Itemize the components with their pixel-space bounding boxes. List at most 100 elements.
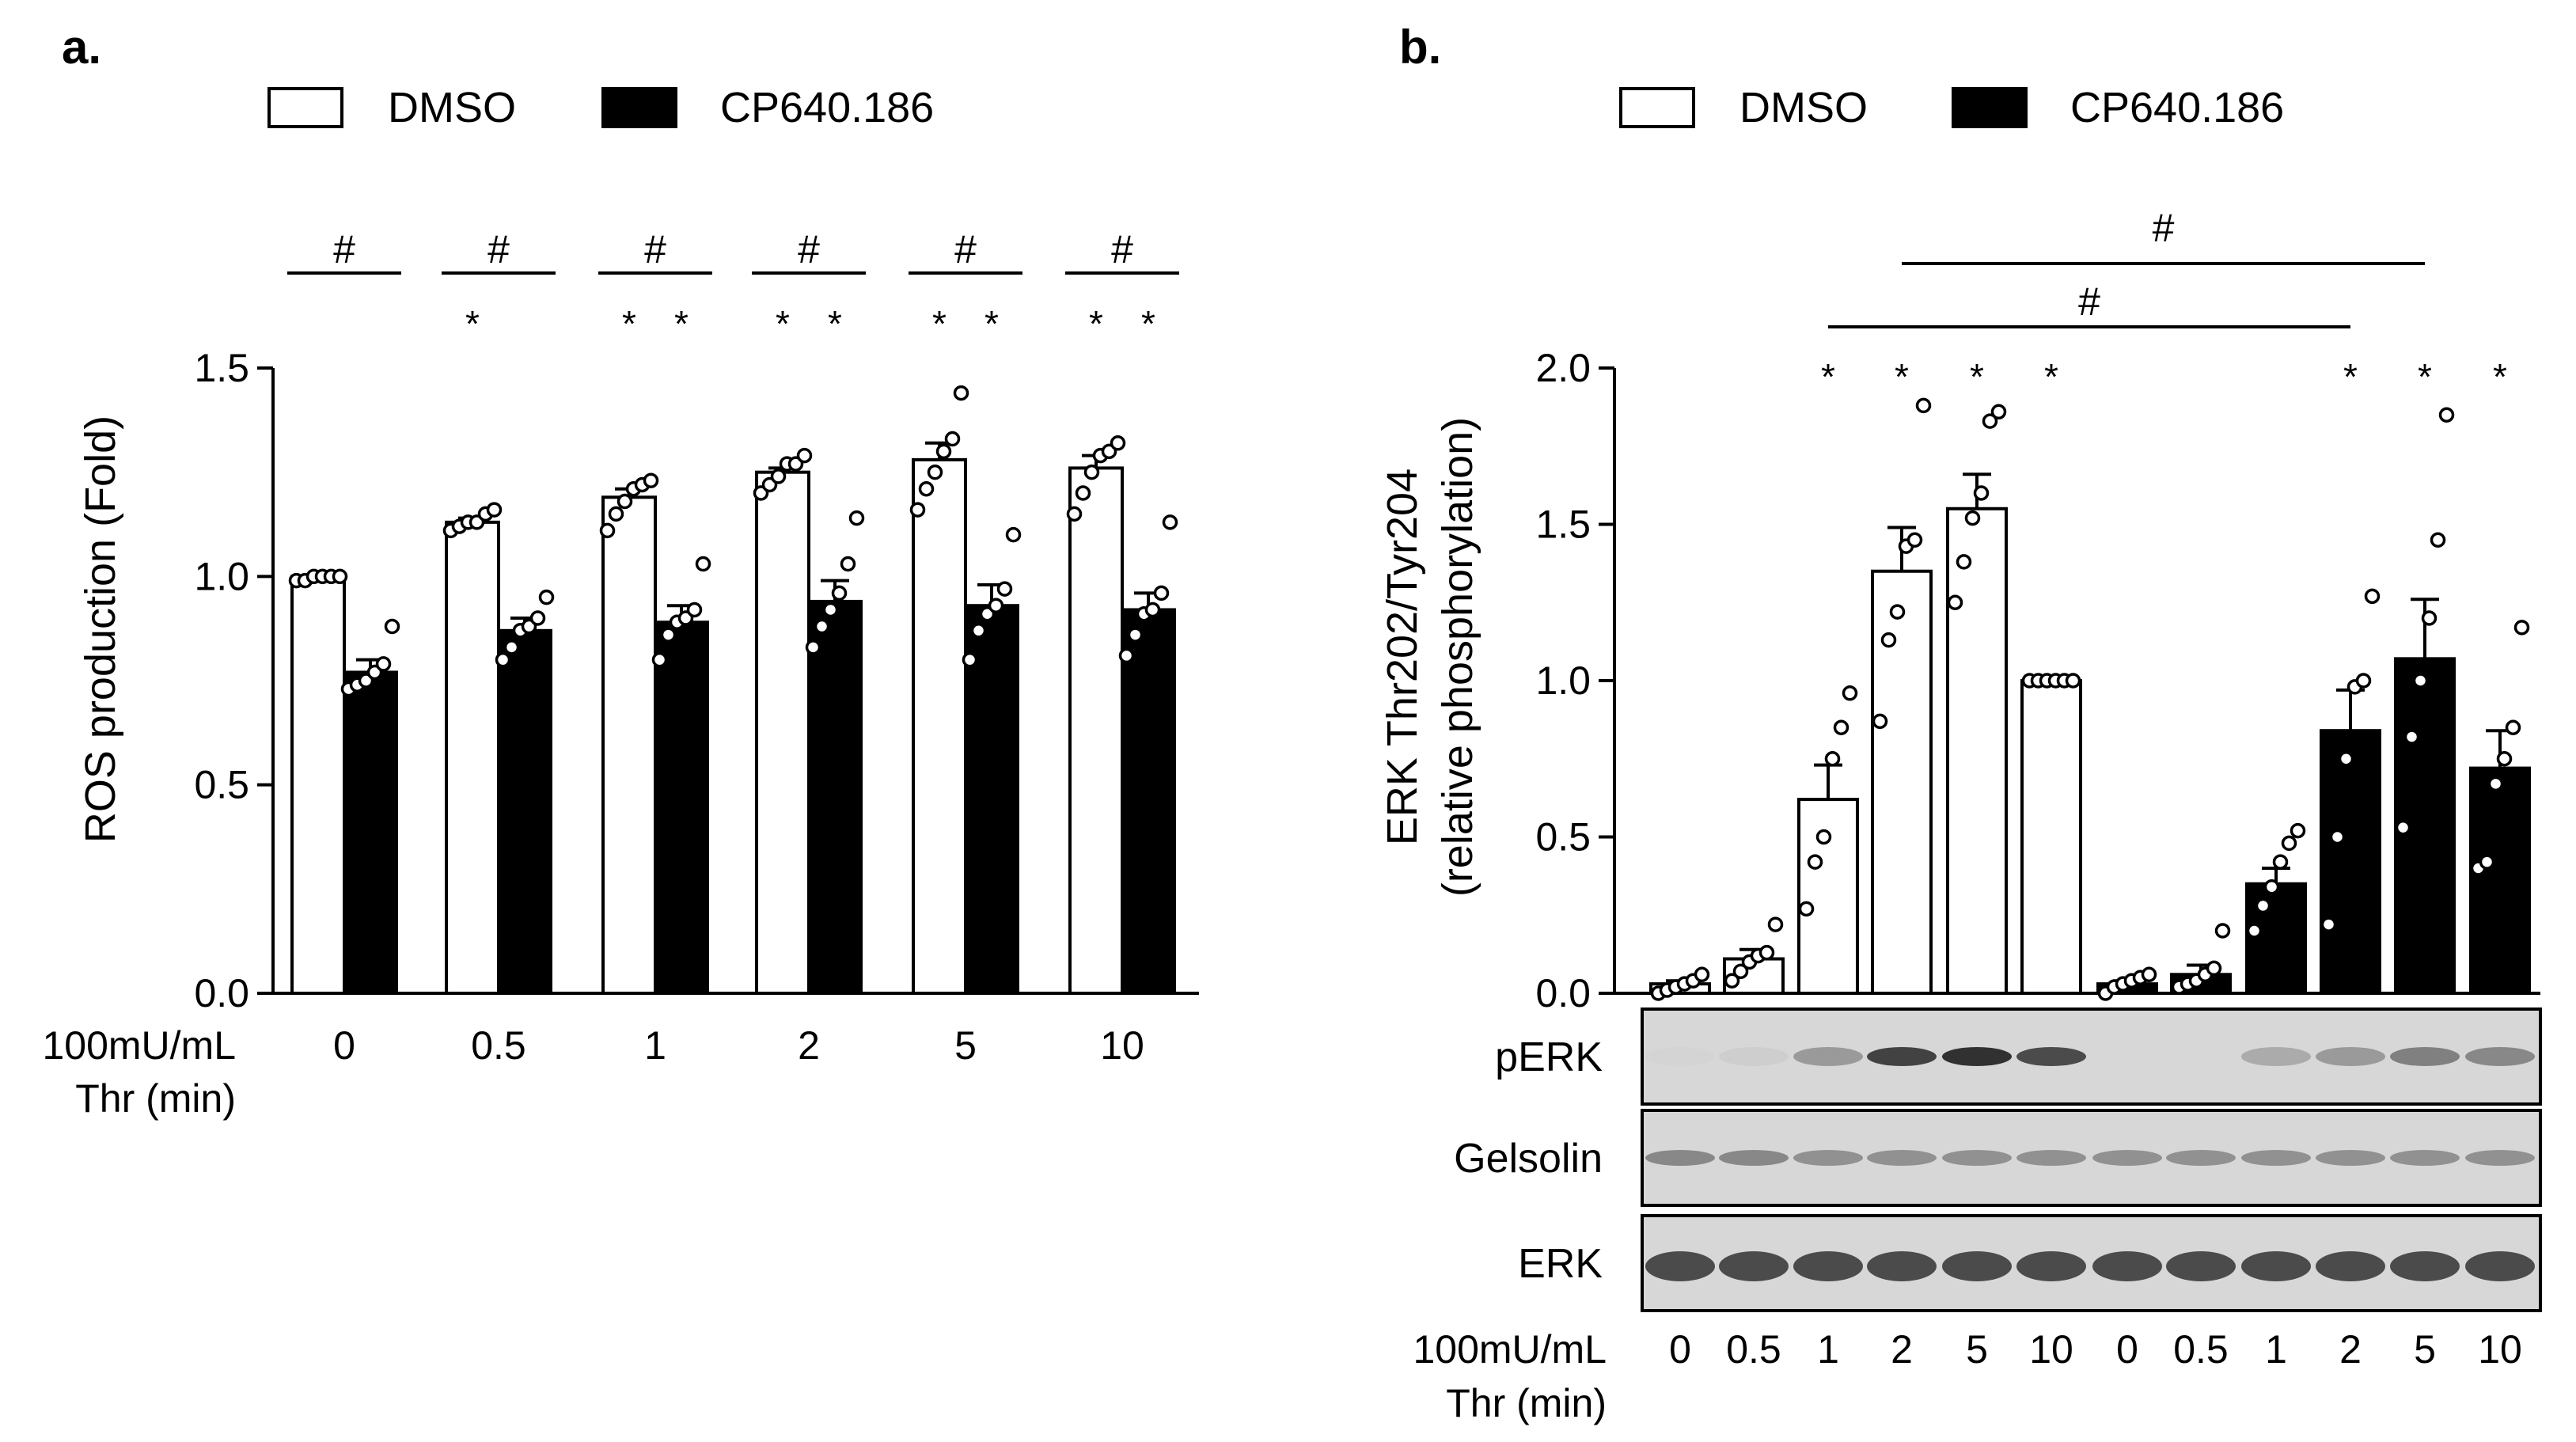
panel-a-data-point [840,556,856,572]
blot-erk-band [2166,1251,2236,1281]
panel-b-x-category-label: 5 [2414,1327,2436,1372]
panel-a-data-point [1118,647,1135,664]
panel-b-data-point [1964,510,1981,526]
panel-a-x-category-label: 1 [644,1023,666,1068]
blot-gelsolin-band [1942,1150,2012,1166]
panel-b-data-point [2496,751,2513,767]
panel-b-significance-star: * [2044,356,2058,397]
panel-b-x-category-label: 0 [2116,1327,2138,1372]
blot-gelsolin-band [2092,1150,2162,1166]
panel-a-x-category-label: 10 [1100,1023,1144,1068]
panel-b-blots: pERK Gelsolin ERK [1454,1008,2542,1312]
panel-a-hash-mark: # [798,227,820,271]
panel-a-data-point [599,522,616,539]
panel-b-data-point [1758,944,1775,961]
panel-a-data-point [695,556,711,572]
blot-perk-band [1867,1047,1937,1066]
panel-a-bar-dmso [755,470,810,995]
panel-b-legend-swatch-cp [1952,87,2028,128]
blot-gelsolin-label: Gelsolin [1454,1136,1603,1182]
panel-b-x-category-label: 0 [1669,1327,1691,1372]
panel-b-legend-label-dmso: DMSO [1739,84,1868,131]
panel-b-x-label-line2: Thr (min) [1446,1381,1607,1425]
panel-a-data-point [384,618,400,635]
panel-b-data-point [2246,923,2263,939]
panel-b-data-point [1842,685,1858,701]
panel-a-data-point [1144,601,1161,618]
blot-perk-band [1942,1047,2012,1066]
blot-erk-band [1867,1251,1937,1281]
panel-a-data-point [643,472,659,488]
panel-b-data-point [1956,554,1972,570]
panel-b-legend-label-cp: CP640.186 [2070,84,2284,131]
panel-b-x-category-label: 1 [1817,1327,1839,1372]
panel-a-data-point [944,431,961,447]
blot-perk-band [2316,1047,2385,1066]
panel-b-data-point [2421,610,2438,626]
blot-gelsolin-band [1867,1150,1937,1166]
panel-a-data-point [996,581,1013,597]
panel-a-data-point [796,447,813,464]
panel-a-x-category-label: 0 [333,1023,355,1068]
blot-gelsolin-band [2390,1150,2460,1166]
panel-b-significance-star: * [2343,356,2358,397]
panel-b-data-point [1798,901,1815,917]
blot-perk-band [1645,1047,1715,1066]
blot-erk-band [2016,1251,2086,1281]
panel-a-x-label-line2: Thr (min) [75,1076,236,1121]
panel-b-x-label-line1: 100mU/mL [1413,1327,1607,1372]
panel-b-data-point [1982,413,1998,429]
panel-b-bar-cp [2245,882,2307,995]
panel-a-data-point [918,480,935,497]
panel-a-bar-cp [343,670,398,995]
panel-b-legend-swatch-dmso [1619,87,1695,128]
panel-b-data-point [2263,878,2280,895]
panel-a-legend-label-cp: CP640.186 [720,84,934,131]
panel-b-data-point [2412,673,2429,689]
panel-b-plot: 0.0 0.5 1.0 1.5 2.0 0 0.5 * 1 * 2 * 5 * 10 0 0.5 1 * 2 * 5 * 10… [1535,206,2540,1372]
panel-a-label: a. [62,21,101,74]
panel-a-data-point [538,589,555,605]
panel-b-data-point [1872,713,1888,730]
panel-b-significance-star: * [2418,356,2432,397]
blot-erk-band [1719,1251,1789,1281]
panel-a-data-point [686,601,703,618]
panel-a-data-point [927,464,943,480]
blot-gelsolin-band [2016,1150,2086,1166]
panel-b-data-point [2487,776,2504,792]
blot-perk-band [2390,1047,2460,1066]
panel-a-data-point [616,493,633,510]
panel-a-data-point [495,651,511,668]
panel-b-x-category-label: 1 [2265,1327,2287,1372]
panel-b-data-point [2505,719,2521,735]
panel-a-data-point [770,469,787,484]
panel-b-data-point [2355,673,2372,689]
panel-b-data-point [2065,673,2081,689]
panel-a-data-point [1075,485,1091,501]
panel-b-data-point [1947,594,1963,610]
panel-a-legend-swatch-dmso [267,87,343,128]
panel-a-x-category-label: 0.5 [471,1023,526,1068]
panel-b-data-point [1990,404,2007,420]
panel-a-data-point [660,627,677,643]
panel-b-data-point [2403,729,2420,745]
panel-a-x-label-line1: 100mU/mL [42,1023,236,1068]
panel-a-data-point [953,385,969,401]
panel-a-data-point [1153,585,1170,601]
panel-b-data-point [2141,966,2157,983]
panel-a-bar-cp [807,599,863,996]
blot-gelsolin-band [1645,1150,1715,1166]
panel-b-hash-mark: # [2153,206,2175,250]
panel-b-data-point [1915,397,1932,414]
panel-b-data-point [2479,854,2495,870]
blot-gelsolin-band [1793,1150,1863,1166]
panel-b-data-point [2364,588,2381,605]
panel-a-data-point [332,568,348,585]
panel-a-significance-star: * [828,303,842,344]
panel-b-data-point [2320,916,2337,932]
blot-gelsolin-band [2166,1150,2236,1166]
blot-erk-band [2316,1251,2385,1281]
panel-a-plot: 0.00.51.01.50#0.5*#1* *#2* *#5* *#10* *# [194,227,1199,1068]
panel-b-data-point [2430,532,2446,548]
panel-a-data-point [848,510,865,526]
